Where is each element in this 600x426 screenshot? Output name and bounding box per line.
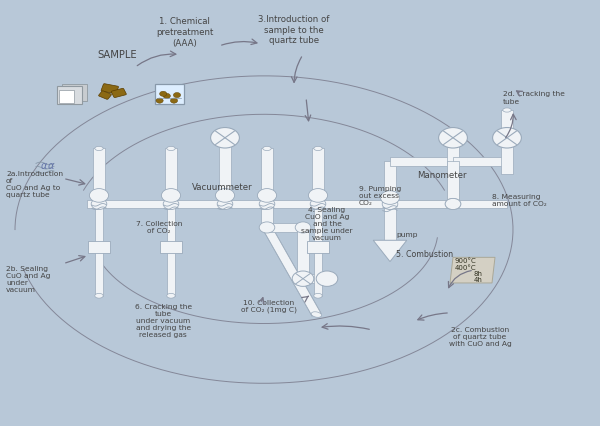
FancyBboxPatch shape <box>57 86 82 104</box>
FancyBboxPatch shape <box>297 228 309 279</box>
Text: 2d. Cracking the
tube: 2d. Cracking the tube <box>503 91 565 105</box>
Circle shape <box>382 199 398 210</box>
FancyBboxPatch shape <box>303 275 327 283</box>
FancyBboxPatch shape <box>111 89 127 98</box>
Circle shape <box>445 199 461 210</box>
Text: Manometer: Manometer <box>417 170 467 179</box>
Text: 6. Cracking the
tube
under vacuum
and drying the
released gas: 6. Cracking the tube under vacuum and dr… <box>134 303 192 337</box>
Circle shape <box>493 128 521 149</box>
FancyBboxPatch shape <box>447 143 459 204</box>
Circle shape <box>89 189 109 203</box>
Circle shape <box>211 128 239 149</box>
FancyBboxPatch shape <box>98 92 112 100</box>
Circle shape <box>217 199 233 210</box>
FancyBboxPatch shape <box>390 158 453 166</box>
Text: 2c. Combustion
of quartz tube
with CuO and Ag: 2c. Combustion of quartz tube with CuO a… <box>449 327 511 346</box>
FancyBboxPatch shape <box>501 147 513 175</box>
FancyBboxPatch shape <box>165 149 177 204</box>
Circle shape <box>439 128 467 149</box>
Ellipse shape <box>314 294 322 299</box>
Circle shape <box>259 199 275 210</box>
Text: 400°C: 400°C <box>455 264 476 270</box>
Circle shape <box>156 99 163 104</box>
Text: 2b. Sealing
CuO and Ag
under
vacuum: 2b. Sealing CuO and Ag under vacuum <box>6 265 50 293</box>
FancyBboxPatch shape <box>59 91 74 104</box>
Text: 8h: 8h <box>474 271 483 276</box>
Polygon shape <box>450 258 495 283</box>
FancyBboxPatch shape <box>167 204 175 296</box>
FancyBboxPatch shape <box>93 149 105 204</box>
FancyBboxPatch shape <box>155 85 184 104</box>
Text: 5. Combustion: 5. Combustion <box>396 249 453 258</box>
Circle shape <box>380 191 400 205</box>
FancyBboxPatch shape <box>453 158 507 166</box>
Ellipse shape <box>167 294 175 299</box>
Text: α: α <box>41 160 47 170</box>
Text: 10. Collection
of CO₂ (1mg C): 10. Collection of CO₂ (1mg C) <box>241 299 297 313</box>
FancyBboxPatch shape <box>160 241 182 253</box>
FancyBboxPatch shape <box>101 84 118 95</box>
FancyBboxPatch shape <box>307 241 329 253</box>
Circle shape <box>308 189 328 203</box>
Circle shape <box>215 189 235 203</box>
FancyBboxPatch shape <box>384 209 396 241</box>
FancyBboxPatch shape <box>267 224 303 232</box>
FancyBboxPatch shape <box>390 200 453 209</box>
FancyBboxPatch shape <box>95 204 103 296</box>
Circle shape <box>91 199 107 210</box>
Circle shape <box>259 222 275 233</box>
FancyBboxPatch shape <box>312 149 324 204</box>
Ellipse shape <box>263 147 271 151</box>
Text: Vacuummeter: Vacuummeter <box>191 182 253 191</box>
Text: 900°C: 900°C <box>455 258 476 264</box>
Circle shape <box>173 93 181 98</box>
Text: 1. Chemical
pretreatment
(AAA): 1. Chemical pretreatment (AAA) <box>156 17 214 47</box>
Text: 3.Introduction of
sample to the
quartz tube: 3.Introduction of sample to the quartz t… <box>259 15 329 45</box>
Circle shape <box>310 199 326 210</box>
Text: 4h: 4h <box>474 276 483 282</box>
Text: 8. Measuring
amount of CO₂: 8. Measuring amount of CO₂ <box>492 194 547 207</box>
FancyBboxPatch shape <box>261 204 273 230</box>
FancyBboxPatch shape <box>384 162 396 204</box>
Circle shape <box>316 271 338 287</box>
Text: 4. Sealing
CuO and Ag
and the
sample under
vacuum: 4. Sealing CuO and Ag and the sample und… <box>301 207 353 241</box>
Circle shape <box>257 189 277 203</box>
Circle shape <box>292 271 314 287</box>
Text: pump: pump <box>396 231 418 237</box>
Polygon shape <box>263 227 321 316</box>
Polygon shape <box>373 241 407 262</box>
Circle shape <box>163 94 170 99</box>
Ellipse shape <box>311 312 322 317</box>
FancyBboxPatch shape <box>88 241 110 253</box>
FancyBboxPatch shape <box>314 204 322 296</box>
FancyBboxPatch shape <box>87 200 507 209</box>
Ellipse shape <box>167 147 175 151</box>
Ellipse shape <box>95 147 103 151</box>
FancyBboxPatch shape <box>219 143 231 204</box>
Text: 2a.Introduction
of
CuO and Ag to
quartz tube: 2a.Introduction of CuO and Ag to quartz … <box>6 171 63 198</box>
Ellipse shape <box>503 109 511 113</box>
FancyBboxPatch shape <box>501 111 513 138</box>
Text: SAMPLE: SAMPLE <box>97 50 137 60</box>
Ellipse shape <box>95 294 103 299</box>
FancyBboxPatch shape <box>261 149 273 204</box>
Text: α: α <box>48 160 55 170</box>
Circle shape <box>160 92 167 97</box>
Circle shape <box>170 99 178 104</box>
Circle shape <box>163 199 179 210</box>
FancyBboxPatch shape <box>447 162 459 204</box>
Ellipse shape <box>314 147 322 151</box>
Text: 9. Pumping
out excess
CO₂: 9. Pumping out excess CO₂ <box>359 186 401 206</box>
Text: 7. Collection
of CO₂: 7. Collection of CO₂ <box>136 220 182 233</box>
Circle shape <box>295 222 311 233</box>
Circle shape <box>161 189 181 203</box>
Circle shape <box>445 199 461 210</box>
FancyBboxPatch shape <box>62 84 87 102</box>
